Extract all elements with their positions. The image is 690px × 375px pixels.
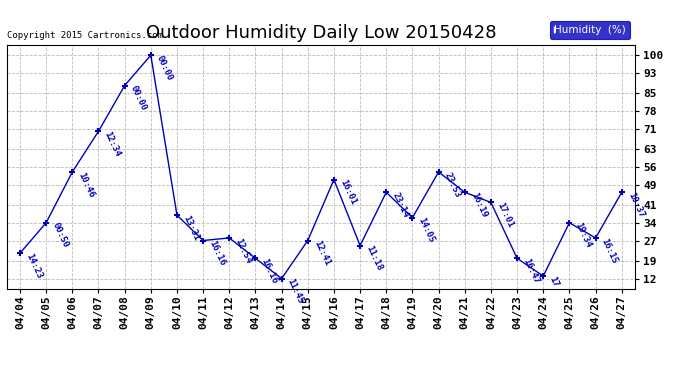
Text: 10:37: 10:37 (626, 191, 645, 219)
Text: 19:34: 19:34 (573, 221, 593, 249)
Text: 16:16: 16:16 (207, 239, 227, 267)
Text: 17: 17 (547, 274, 560, 288)
Text: 10:46: 10:46 (77, 171, 96, 199)
Text: 14:23: 14:23 (24, 252, 43, 280)
Text: 16:01: 16:01 (338, 178, 357, 206)
Text: Copyright 2015 Cartronics.com: Copyright 2015 Cartronics.com (7, 31, 163, 40)
Text: 23:14: 23:14 (391, 191, 410, 219)
Text: 11:45: 11:45 (286, 277, 305, 305)
Legend: Humidity  (%): Humidity (%) (549, 21, 629, 39)
Text: 12:54: 12:54 (233, 237, 253, 265)
Text: 00:50: 00:50 (50, 221, 70, 249)
Text: 00:00: 00:00 (129, 84, 148, 112)
Text: 13:31: 13:31 (181, 214, 201, 242)
Text: 16:15: 16:15 (600, 237, 619, 265)
Text: 12:41: 12:41 (312, 239, 331, 267)
Text: 12:34: 12:34 (103, 130, 122, 158)
Text: 00:00: 00:00 (155, 54, 175, 82)
Text: 16:16: 16:16 (259, 257, 279, 285)
Text: 16:19: 16:19 (469, 191, 489, 219)
Title: Outdoor Humidity Daily Low 20150428: Outdoor Humidity Daily Low 20150428 (146, 24, 496, 42)
Text: 16:47: 16:47 (521, 257, 541, 285)
Text: 23:53: 23:53 (443, 171, 462, 199)
Text: 17:01: 17:01 (495, 201, 515, 229)
Text: 14:05: 14:05 (417, 216, 436, 244)
Text: 11:18: 11:18 (364, 244, 384, 272)
